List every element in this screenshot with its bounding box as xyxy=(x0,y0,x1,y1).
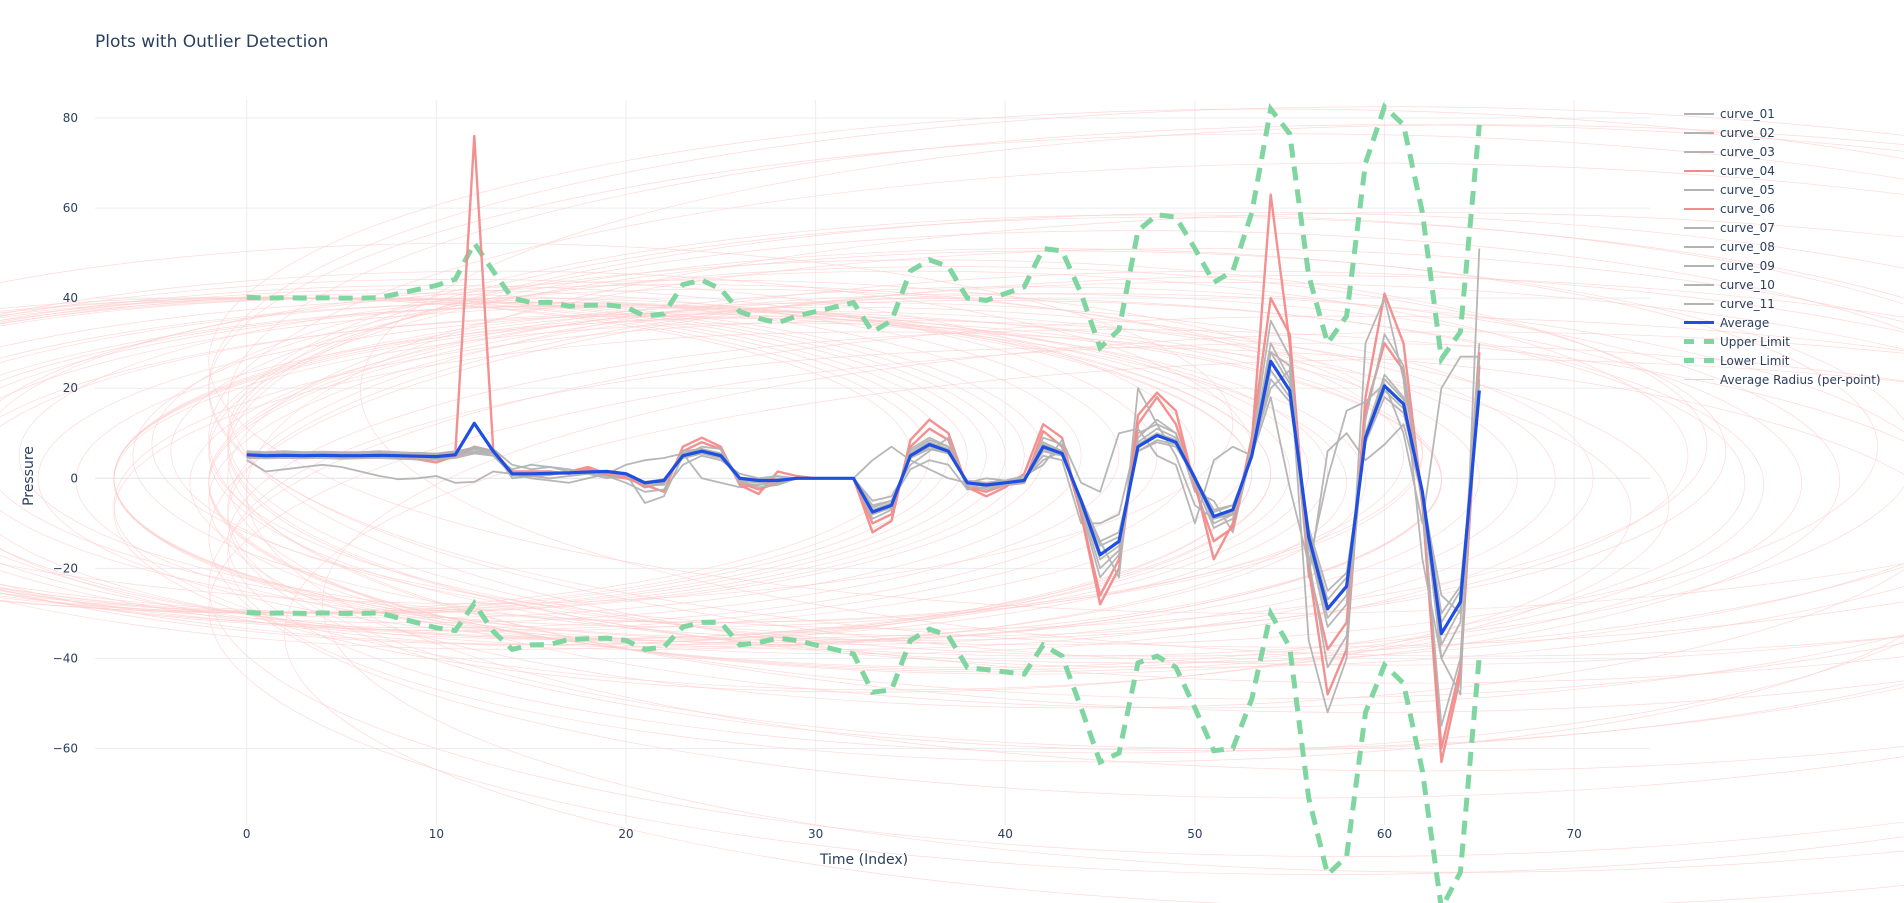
legend-label: curve_09 xyxy=(1720,258,1775,273)
y-tick-label: 20 xyxy=(63,381,78,395)
legend-swatch xyxy=(1684,188,1714,191)
y-tick-label: 0 xyxy=(70,471,78,485)
legend-item-Lower Limit[interactable]: Lower Limit xyxy=(1684,351,1881,370)
legend-swatch xyxy=(1684,112,1714,115)
radius-circle xyxy=(170,266,1727,637)
radius-circle xyxy=(113,320,1670,691)
lower-limit-line xyxy=(246,598,1482,903)
legend-label: curve_07 xyxy=(1720,220,1775,235)
legend-label: Lower Limit xyxy=(1720,353,1790,368)
radius-circle xyxy=(0,297,1025,614)
chart-title: Plots with Outlier Detection xyxy=(95,32,329,52)
legend-label: curve_11 xyxy=(1720,296,1775,311)
y-tick-label: 40 xyxy=(63,291,78,305)
radius-circle xyxy=(208,162,1904,713)
series-line-curve_06 xyxy=(246,292,1481,750)
radius-circle xyxy=(0,315,1347,650)
legend-swatch xyxy=(1684,358,1714,363)
legend-swatch xyxy=(1684,283,1714,286)
legend-item-curve_06[interactable]: curve_06 xyxy=(1684,199,1881,218)
legend-item-curve_07[interactable]: curve_07 xyxy=(1684,218,1881,237)
x-axis-title: Time (Index) xyxy=(819,852,908,868)
legend-swatch xyxy=(1684,226,1714,229)
legend-swatch xyxy=(1684,169,1714,172)
legend-label: curve_06 xyxy=(1720,201,1775,216)
radius-circle xyxy=(208,315,1904,857)
x-tick-label: 30 xyxy=(808,827,823,841)
radius-circle xyxy=(0,293,1082,619)
legend-item-curve_11[interactable]: curve_11 xyxy=(1684,294,1881,313)
legend-label: Average Radius (per-point) xyxy=(1720,372,1881,387)
radius-circle xyxy=(360,124,1904,657)
legend-swatch xyxy=(1684,150,1714,153)
radius-circle xyxy=(208,108,1904,614)
x-tick-label: 20 xyxy=(618,827,633,841)
legend-label: curve_10 xyxy=(1720,277,1775,292)
radius-circle xyxy=(208,275,1904,799)
y-tick-label: −20 xyxy=(53,561,78,575)
radius-circle xyxy=(227,329,1904,754)
x-tick-label: 0 xyxy=(243,827,251,841)
radius-circle xyxy=(0,242,1233,604)
average-line xyxy=(246,359,1481,636)
legend-label: Average xyxy=(1720,315,1770,330)
legend-item-curve_01[interactable]: curve_01 xyxy=(1684,104,1881,123)
legend-label: curve_08 xyxy=(1720,239,1775,254)
radius-circle xyxy=(227,124,1904,684)
legend-item-curve_09[interactable]: curve_09 xyxy=(1684,256,1881,275)
legend-swatch xyxy=(1684,379,1714,380)
legend-item-Upper Limit[interactable]: Upper Limit xyxy=(1684,332,1881,351)
legend-swatch xyxy=(1684,131,1714,134)
y-axis-title: Pressure xyxy=(21,446,37,506)
radius-circle xyxy=(0,313,1366,648)
x-tick-label: 40 xyxy=(998,827,1013,841)
chart-legend: curve_01 curve_02 curve_03 curve_04 curve_05… xyxy=(1684,104,1881,389)
legend-label: curve_04 xyxy=(1720,163,1775,178)
legend-label: curve_05 xyxy=(1720,182,1775,197)
legend-swatch xyxy=(1684,302,1714,305)
y-tick-label: 80 xyxy=(63,111,78,125)
y-tick-label: −40 xyxy=(53,651,78,665)
legend-swatch xyxy=(1684,339,1714,344)
x-tick-label: 10 xyxy=(429,827,444,841)
legend-swatch xyxy=(1684,321,1714,324)
radius-circle xyxy=(208,293,1904,709)
legend-item-curve_08[interactable]: curve_08 xyxy=(1684,237,1881,256)
legend-item-curve_10[interactable]: curve_10 xyxy=(1684,275,1881,294)
radius-circle xyxy=(227,347,1904,763)
legend-label: curve_01 xyxy=(1720,106,1775,121)
legend-swatch xyxy=(1684,207,1714,210)
upper-limit-line xyxy=(246,102,1482,366)
legend-swatch xyxy=(1684,245,1714,248)
legend-item-Average Radius (per-point)[interactable]: Average Radius (per-point) xyxy=(1684,370,1881,389)
legend-label: Upper Limit xyxy=(1720,334,1790,349)
series-line-curve_11 xyxy=(246,355,1480,565)
radius-circle xyxy=(208,133,1904,648)
y-tick-label: 60 xyxy=(63,201,78,215)
legend-item-curve_04[interactable]: curve_04 xyxy=(1684,161,1881,180)
legend-label: curve_02 xyxy=(1720,125,1775,140)
y-tick-label: −60 xyxy=(53,741,78,755)
x-tick-label: 50 xyxy=(1187,827,1202,841)
x-tick-label: 60 xyxy=(1377,827,1392,841)
x-tick-label: 70 xyxy=(1567,827,1582,841)
legend-item-curve_02[interactable]: curve_02 xyxy=(1684,123,1881,142)
radius-circle xyxy=(0,297,968,614)
radius-circle xyxy=(208,342,1904,875)
legend-item-Average[interactable]: Average xyxy=(1684,313,1881,332)
legend-label: curve_03 xyxy=(1720,144,1775,159)
legend-item-curve_05[interactable]: curve_05 xyxy=(1684,180,1881,199)
legend-swatch xyxy=(1684,264,1714,267)
legend-item-curve_03[interactable]: curve_03 xyxy=(1684,142,1881,161)
